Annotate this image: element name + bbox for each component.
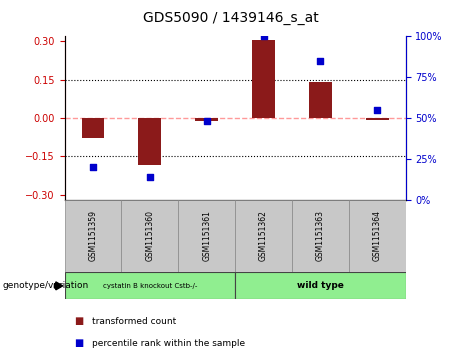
Text: transformed count: transformed count bbox=[92, 317, 177, 326]
Bar bbox=[178, 200, 235, 272]
Text: GSM1151364: GSM1151364 bbox=[373, 211, 382, 261]
Point bbox=[260, 33, 267, 39]
Text: GSM1151363: GSM1151363 bbox=[316, 211, 325, 261]
Point bbox=[317, 58, 324, 64]
Bar bbox=[366, 118, 389, 120]
Point bbox=[89, 164, 97, 170]
Bar bbox=[65, 200, 121, 272]
Bar bbox=[195, 118, 218, 121]
Point bbox=[373, 107, 381, 113]
Point bbox=[203, 118, 210, 124]
Text: cystatin B knockout Cstb-/-: cystatin B knockout Cstb-/- bbox=[103, 283, 197, 289]
Bar bbox=[292, 200, 349, 272]
Text: GSM1151361: GSM1151361 bbox=[202, 211, 211, 261]
Text: GSM1151362: GSM1151362 bbox=[259, 211, 268, 261]
Point bbox=[146, 174, 154, 180]
Text: percentile rank within the sample: percentile rank within the sample bbox=[92, 339, 245, 347]
Text: GSM1151359: GSM1151359 bbox=[89, 211, 97, 261]
Bar bbox=[309, 82, 332, 118]
Bar bbox=[82, 118, 104, 138]
Text: GSM1151360: GSM1151360 bbox=[145, 211, 154, 261]
Text: GDS5090 / 1439146_s_at: GDS5090 / 1439146_s_at bbox=[142, 11, 319, 25]
Bar bbox=[121, 200, 178, 272]
Bar bbox=[138, 118, 161, 165]
Text: ■: ■ bbox=[74, 338, 83, 348]
Text: wild type: wild type bbox=[297, 281, 344, 290]
Bar bbox=[235, 272, 406, 299]
FancyArrow shape bbox=[54, 282, 63, 290]
Bar bbox=[235, 200, 292, 272]
Text: genotype/variation: genotype/variation bbox=[2, 281, 89, 290]
Bar bbox=[252, 40, 275, 118]
Bar bbox=[349, 200, 406, 272]
Bar bbox=[65, 272, 235, 299]
Text: ■: ■ bbox=[74, 316, 83, 326]
